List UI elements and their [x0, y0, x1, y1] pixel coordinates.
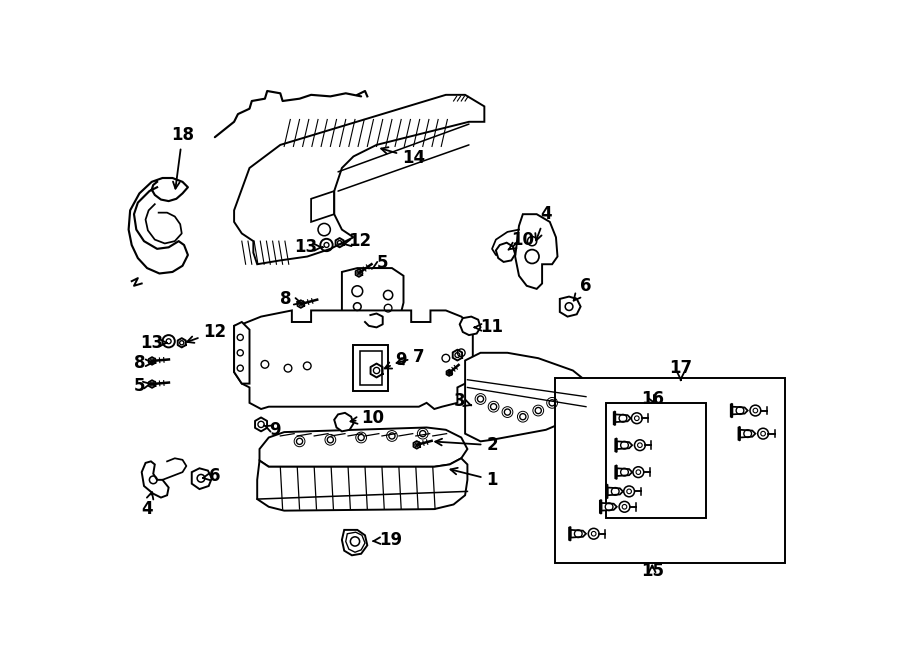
Polygon shape: [616, 414, 631, 422]
Text: 15: 15: [641, 561, 663, 580]
Polygon shape: [334, 413, 354, 432]
Text: 12: 12: [343, 232, 371, 250]
Polygon shape: [606, 485, 608, 498]
Polygon shape: [601, 503, 617, 510]
Polygon shape: [733, 406, 748, 414]
Text: 10: 10: [508, 230, 535, 250]
Polygon shape: [738, 427, 740, 441]
Text: 8: 8: [280, 290, 302, 308]
Text: 8: 8: [133, 354, 152, 372]
Polygon shape: [571, 530, 586, 538]
Text: 10: 10: [350, 409, 384, 427]
Text: 9: 9: [384, 352, 407, 369]
Polygon shape: [141, 461, 168, 498]
Text: 4: 4: [141, 492, 153, 518]
Bar: [555, 378, 785, 563]
Polygon shape: [257, 458, 467, 510]
Polygon shape: [192, 468, 211, 489]
Text: 9: 9: [264, 421, 281, 439]
Polygon shape: [342, 268, 403, 334]
Text: 3: 3: [454, 393, 472, 410]
Text: 18: 18: [171, 126, 194, 189]
Polygon shape: [608, 487, 623, 495]
Text: 17: 17: [669, 359, 692, 380]
Text: 13: 13: [294, 238, 323, 256]
Text: 2: 2: [436, 436, 498, 454]
Text: 4: 4: [536, 205, 552, 240]
Polygon shape: [616, 468, 632, 476]
Text: 6: 6: [202, 467, 220, 485]
Polygon shape: [515, 214, 557, 289]
Text: 11: 11: [474, 318, 504, 336]
Polygon shape: [465, 353, 590, 442]
Text: 12: 12: [187, 323, 227, 343]
Polygon shape: [234, 322, 249, 383]
Text: 16: 16: [641, 390, 663, 408]
Polygon shape: [234, 95, 484, 264]
Polygon shape: [496, 243, 515, 262]
Text: 19: 19: [373, 531, 402, 549]
Polygon shape: [234, 310, 472, 409]
Polygon shape: [354, 345, 388, 391]
Polygon shape: [342, 530, 367, 555]
Text: 5: 5: [372, 254, 389, 271]
Polygon shape: [616, 442, 632, 449]
Polygon shape: [560, 297, 580, 316]
Polygon shape: [731, 404, 733, 418]
Text: 1: 1: [451, 468, 498, 489]
Polygon shape: [259, 428, 467, 467]
Polygon shape: [614, 411, 616, 425]
Polygon shape: [740, 430, 755, 438]
Text: 14: 14: [382, 147, 425, 167]
Text: 6: 6: [573, 277, 591, 301]
Bar: [606, 403, 706, 518]
Polygon shape: [599, 500, 601, 514]
Text: 5: 5: [133, 377, 151, 395]
Polygon shape: [460, 316, 481, 335]
Polygon shape: [569, 527, 571, 541]
Text: 7: 7: [397, 348, 425, 365]
Text: 13: 13: [140, 334, 166, 352]
Polygon shape: [360, 352, 382, 385]
